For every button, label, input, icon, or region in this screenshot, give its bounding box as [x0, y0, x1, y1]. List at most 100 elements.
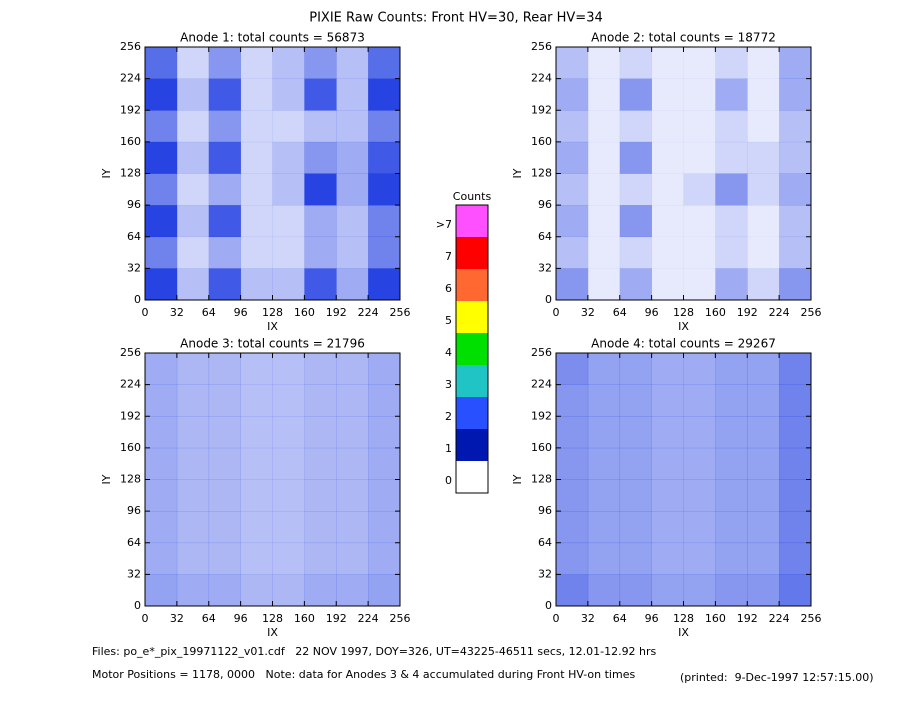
y-axis-label: IY — [100, 474, 113, 484]
colorbar-segment — [456, 237, 488, 269]
heatmap-cell — [336, 574, 369, 607]
heatmap-cell — [683, 416, 716, 449]
x-tick-label: 224 — [769, 306, 790, 319]
heatmap-cell — [272, 511, 305, 544]
page-title: PIXIE Raw Counts: Front HV=30, Rear HV=3… — [309, 11, 603, 26]
y-tick-label: 64 — [127, 536, 141, 549]
heatmap-cell — [240, 205, 273, 238]
colorbar-segment — [456, 205, 488, 237]
footer-note: Motor Positions = 1178, 0000 Note: data … — [92, 668, 635, 681]
y-tick-label: 160 — [120, 441, 141, 454]
plot-title: Anode 2: total counts = 18772 — [591, 31, 776, 45]
heatmap-cell — [747, 542, 780, 575]
heatmap-cell — [779, 47, 812, 79]
heatmap-cell — [779, 574, 812, 607]
heatmap-cell — [368, 110, 401, 143]
x-tick-label: 160 — [705, 612, 726, 625]
heatmap-cell — [368, 479, 401, 512]
heatmap-cell — [779, 78, 812, 111]
heatmap-cell — [715, 205, 748, 238]
colorbar-segment — [456, 397, 488, 429]
heatmap-cell — [779, 173, 812, 206]
y-tick-label: 0 — [545, 293, 552, 306]
y-tick-label: 256 — [531, 346, 552, 359]
heatmap-cell — [176, 479, 210, 512]
y-axis-label: IY — [100, 168, 113, 178]
heatmap-cell — [556, 205, 589, 238]
heatmap-cell — [145, 384, 178, 417]
y-tick-label: 192 — [120, 103, 141, 116]
y-tick-label: 192 — [120, 409, 141, 422]
x-tick-label: 96 — [234, 306, 248, 319]
x-tick-label: 128 — [262, 612, 283, 625]
heatmap-cell — [619, 447, 652, 480]
heatmap-cell — [651, 173, 684, 206]
heatmap-cell — [747, 78, 780, 111]
heatmap-cell — [651, 47, 684, 79]
heatmap-cell — [556, 236, 589, 269]
heatmap-cell — [619, 141, 652, 174]
heatmap-cell — [208, 110, 241, 143]
heatmap-cell — [715, 542, 748, 575]
footer-files: Files: po_e*_pix_19971122_v01.cdf 22 NOV… — [92, 645, 657, 658]
heatmap-cell — [747, 110, 780, 143]
y-tick-label: 192 — [531, 103, 552, 116]
y-tick-label: 32 — [127, 261, 141, 274]
heatmap-cell — [715, 110, 748, 143]
heatmap-cell — [747, 173, 780, 206]
heatmap-cell — [272, 205, 305, 238]
heatmap-cell — [145, 268, 178, 301]
heatmap-cell — [176, 268, 210, 301]
heatmap-cell — [651, 542, 684, 575]
heatmap-cell — [587, 268, 621, 301]
heatmap-cell — [208, 511, 241, 544]
heatmap-cell — [336, 236, 369, 269]
heatmap-cell — [683, 479, 716, 512]
heatmap-cell — [556, 353, 589, 385]
footer-printed: (printed: 9-Dec-1997 12:57:15.00) — [680, 671, 874, 684]
heatmap-cell — [272, 574, 305, 607]
heatmap-cell — [240, 173, 273, 206]
heatmap-cell — [240, 447, 273, 480]
heatmap-cell — [240, 416, 273, 449]
heatmap-cell — [747, 205, 780, 238]
colorbar-label: 2 — [445, 410, 452, 423]
heatmap-cell — [145, 141, 178, 174]
heatmap-cell — [683, 47, 716, 79]
colorbar-segment — [456, 301, 488, 333]
heatmap-cell — [304, 384, 337, 417]
heatmap-cell — [683, 78, 716, 111]
heatmap-cell — [176, 511, 210, 544]
y-tick-label: 32 — [127, 567, 141, 580]
y-tick-label: 256 — [120, 346, 141, 359]
plot-title: Anode 3: total counts = 21796 — [180, 337, 365, 351]
heatmap-cell — [368, 205, 401, 238]
heatmap-cell — [651, 141, 684, 174]
heatmap-cell — [779, 384, 812, 417]
plot-title: Anode 4: total counts = 29267 — [591, 337, 776, 351]
y-tick-label: 96 — [538, 198, 552, 211]
heatmap-cell — [145, 236, 178, 269]
x-tick-label: 256 — [801, 306, 822, 319]
heatmap-cell — [240, 384, 273, 417]
heatmap-cell — [336, 479, 369, 512]
heatmap-cell — [619, 479, 652, 512]
heatmap-cell — [587, 110, 621, 143]
heatmap-cell — [779, 236, 812, 269]
y-tick-label: 128 — [120, 167, 141, 180]
y-tick-label: 64 — [538, 536, 552, 549]
heatmap-cell — [715, 384, 748, 417]
x-tick-label: 96 — [645, 612, 659, 625]
heatmap-cell — [619, 47, 652, 79]
colorbar-label: 6 — [445, 282, 452, 295]
y-tick-label: 32 — [538, 261, 552, 274]
heatmap-cell — [208, 78, 241, 111]
y-tick-label: 128 — [531, 473, 552, 486]
heatmap-cell — [619, 205, 652, 238]
x-tick-label: 192 — [737, 612, 758, 625]
x-tick-label: 192 — [326, 306, 347, 319]
heatmap-cell — [556, 574, 589, 607]
heatmap-cell — [715, 173, 748, 206]
colorbar-label: 3 — [445, 378, 452, 391]
heatmap-cell — [683, 236, 716, 269]
